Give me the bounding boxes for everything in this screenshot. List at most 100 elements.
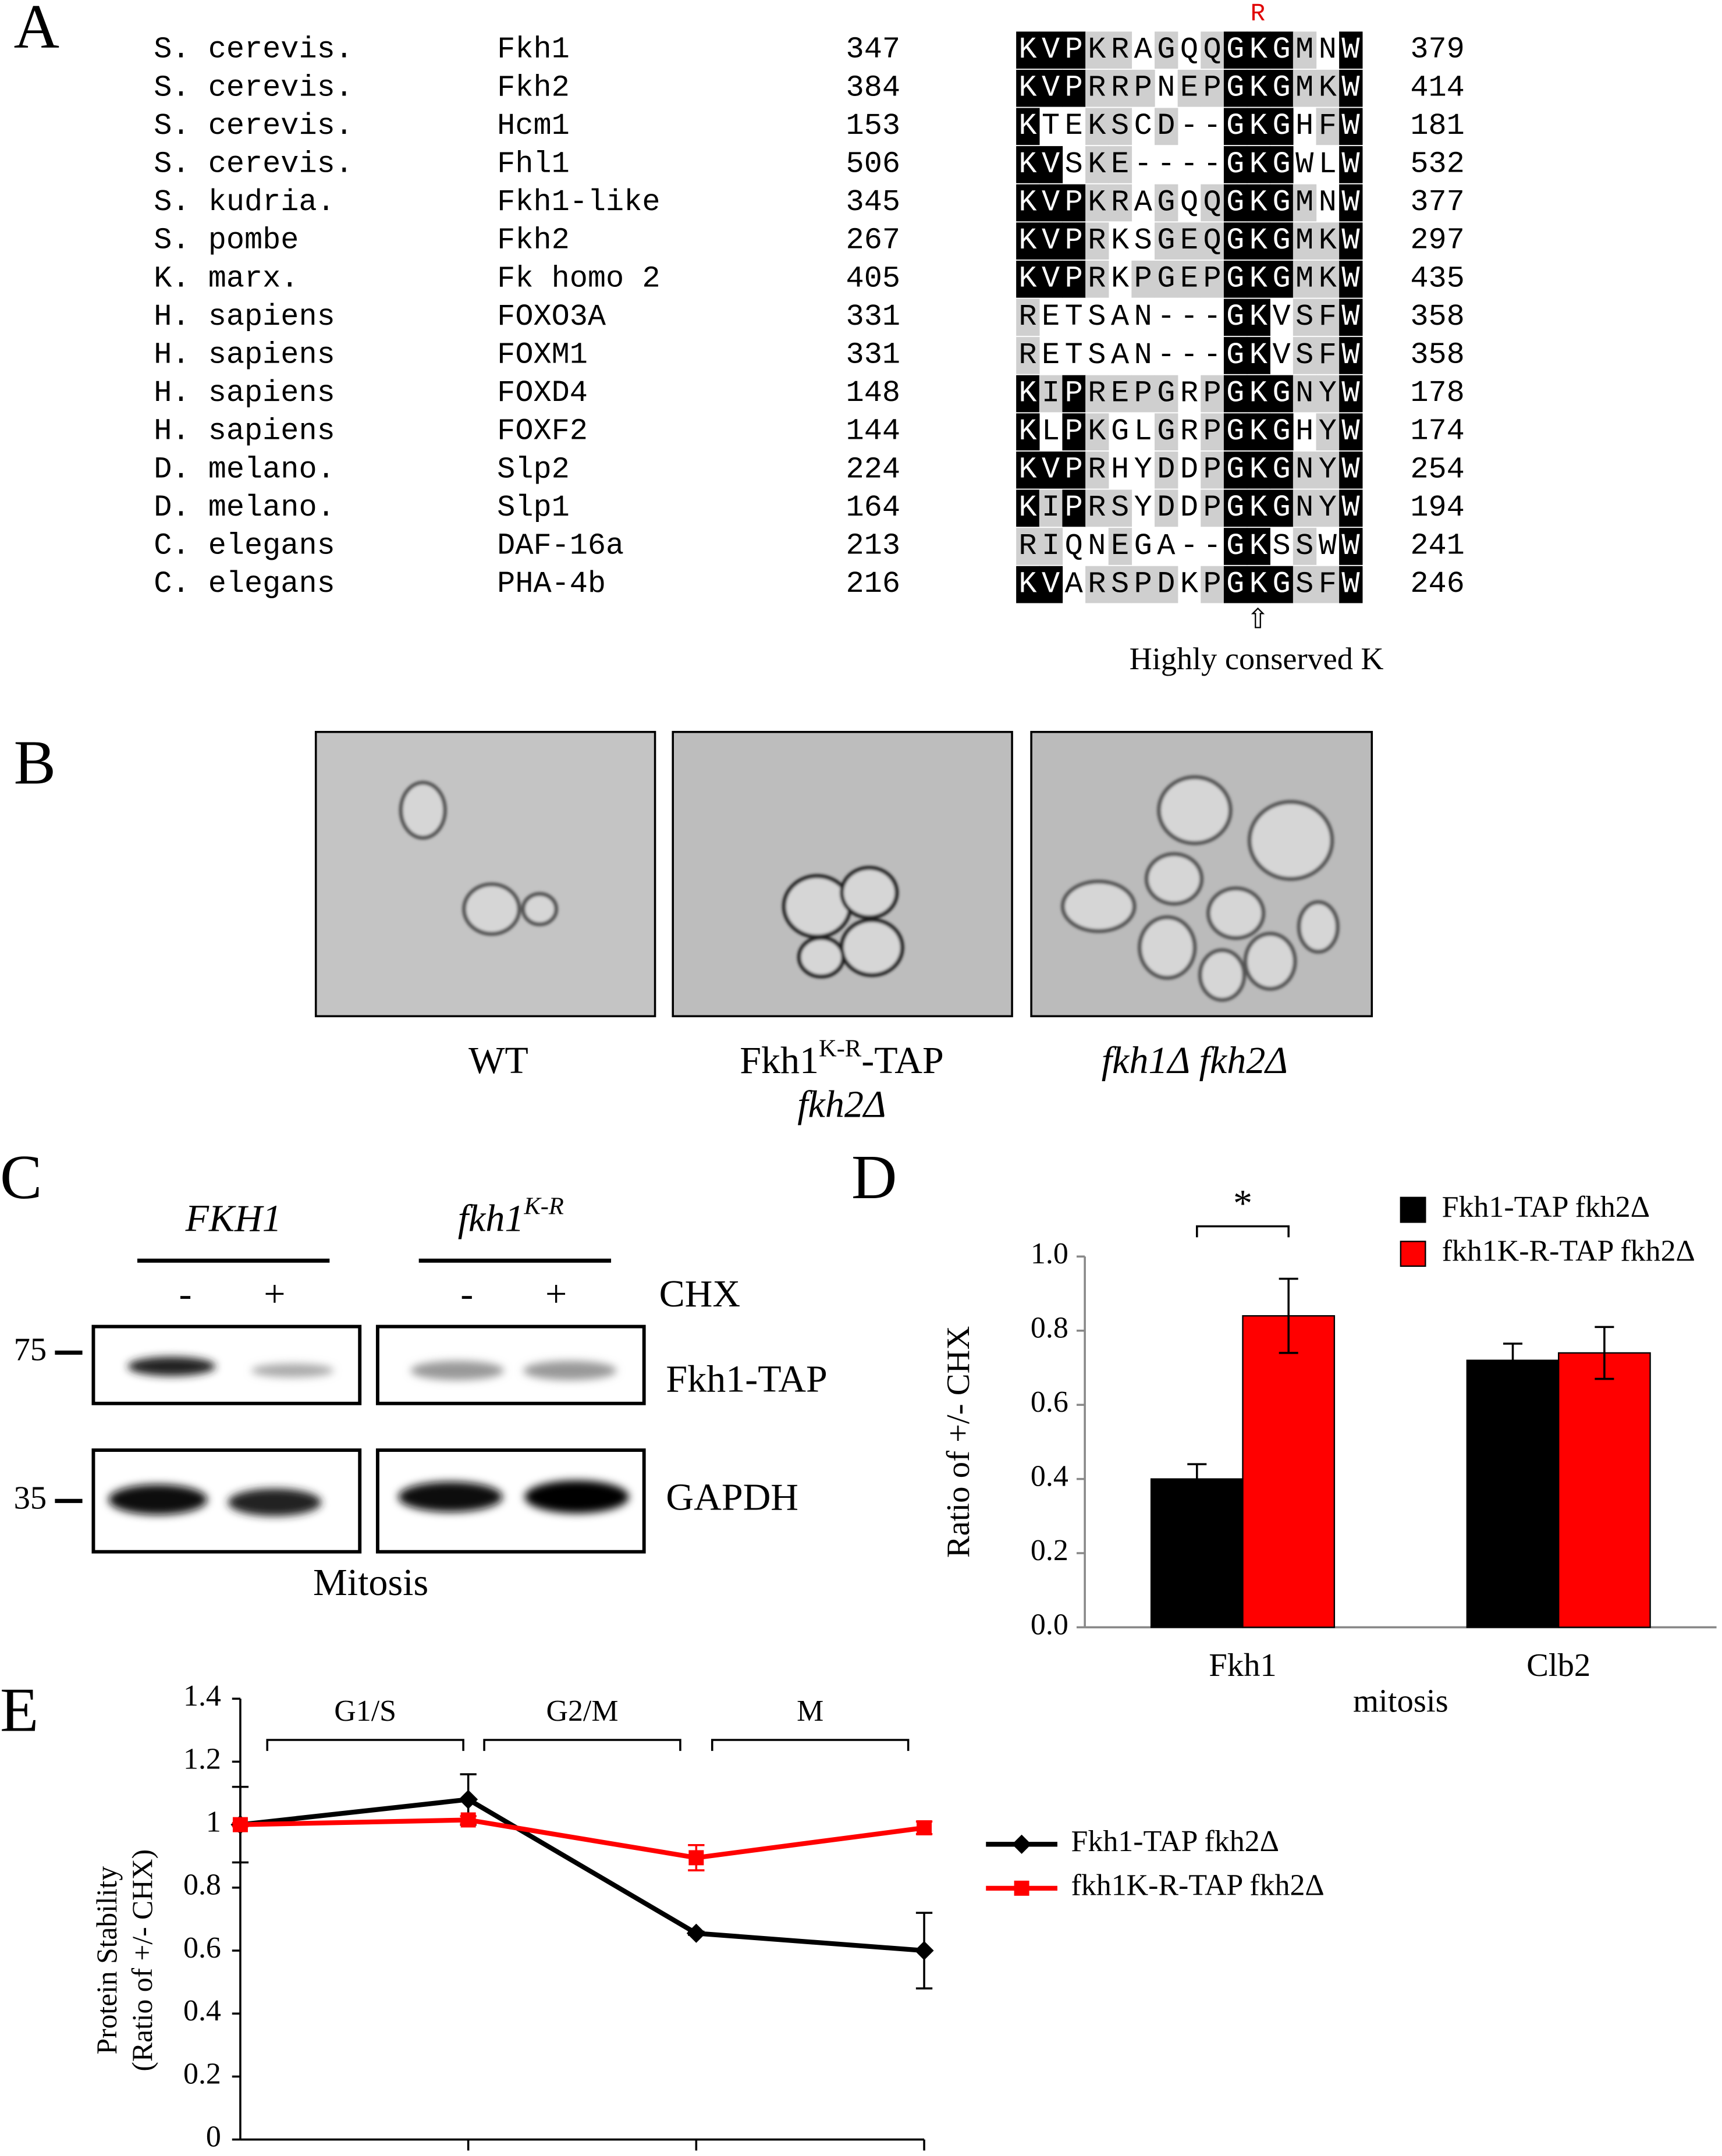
marker xyxy=(917,1820,932,1835)
lane-label: - xyxy=(460,1273,473,1315)
residue-shade xyxy=(1039,528,1063,565)
residue-shade xyxy=(1154,566,1178,603)
cell xyxy=(521,891,559,926)
end: 358 xyxy=(1410,300,1464,334)
label-sup: K-R xyxy=(819,1035,862,1062)
residue-shade xyxy=(1062,184,1086,222)
residue-shade xyxy=(1016,413,1040,451)
image-label: fkh2Δ xyxy=(797,1084,886,1126)
band xyxy=(108,1484,208,1515)
residue-shade xyxy=(1016,337,1040,374)
residue-shade xyxy=(1039,184,1063,222)
x-tick-label: Fkh1 xyxy=(1209,1647,1276,1683)
species: C. elegans xyxy=(154,567,335,601)
residue-shade xyxy=(1293,451,1317,489)
bar xyxy=(1466,1359,1560,1628)
band xyxy=(524,1480,629,1514)
residue-shade xyxy=(1085,108,1109,145)
end: 297 xyxy=(1410,223,1464,258)
species: H. sapiens xyxy=(154,376,335,410)
residue-shade xyxy=(1201,375,1224,413)
residue-shade xyxy=(1293,489,1317,527)
cell xyxy=(797,936,846,979)
residue-shade xyxy=(1339,146,1363,183)
residue-shade xyxy=(1316,69,1340,107)
residue-shade xyxy=(1085,31,1109,69)
y-tick-label: 0.2 xyxy=(1031,1534,1068,1567)
residue-shade xyxy=(1016,528,1040,565)
start: 331 xyxy=(846,338,900,372)
y-tick-label: 0.0 xyxy=(1031,1608,1068,1641)
start: 267 xyxy=(846,223,900,258)
end: 246 xyxy=(1410,567,1464,601)
residue-shade xyxy=(1247,184,1270,222)
residue-shade xyxy=(1108,146,1132,183)
end: 241 xyxy=(1410,529,1464,563)
residue-shade xyxy=(1270,489,1294,527)
residue-shade xyxy=(1085,413,1109,451)
y-tick-label: 0.4 xyxy=(1031,1459,1068,1493)
residue-shade xyxy=(1039,69,1063,107)
residue-shade xyxy=(1154,375,1178,413)
residue-shade xyxy=(1339,489,1363,527)
protein: DAF-16a xyxy=(497,529,624,563)
marker xyxy=(232,1817,248,1832)
protein: Hcm1 xyxy=(497,109,570,143)
residue-shade xyxy=(1154,260,1178,298)
residue-shade xyxy=(1293,184,1317,222)
residue-shade xyxy=(1154,31,1178,69)
band xyxy=(410,1361,504,1380)
residue-shade xyxy=(1293,528,1317,565)
cell xyxy=(1198,948,1247,1002)
residue-shade xyxy=(1062,375,1086,413)
species: S. cerevis. xyxy=(154,109,353,143)
panel-label: C xyxy=(0,1142,42,1212)
start: 213 xyxy=(846,529,900,563)
residue-shade xyxy=(1016,451,1040,489)
residue-shade xyxy=(1293,299,1317,336)
residue-shade xyxy=(1154,108,1178,145)
species: H. sapiens xyxy=(154,414,335,449)
residue-shade xyxy=(1062,69,1086,107)
protein: Fk homo 2 xyxy=(497,261,660,296)
residue-shade xyxy=(1247,413,1270,451)
error-bar xyxy=(1187,1463,1207,1495)
phase-label: G2/M xyxy=(546,1695,618,1728)
start: 216 xyxy=(846,567,900,601)
y-tick-label: 1.4 xyxy=(183,1679,221,1713)
end: 254 xyxy=(1410,452,1464,486)
residue-shade xyxy=(1339,31,1363,69)
cell xyxy=(1137,915,1197,980)
residue-shade xyxy=(1154,184,1178,222)
residue-shade xyxy=(1223,566,1248,603)
band xyxy=(398,1482,503,1512)
error-bar xyxy=(1279,1277,1298,1354)
residue-shade xyxy=(1085,146,1109,183)
x-tick-label: Clb2 xyxy=(1526,1647,1590,1683)
residue-shade xyxy=(1108,489,1132,527)
residue-shade xyxy=(1339,566,1363,603)
residue-shade xyxy=(1247,69,1270,107)
mutation-label: R xyxy=(1251,0,1265,28)
residue-shade xyxy=(1016,69,1040,107)
residue-shade xyxy=(1316,566,1340,603)
residue-shade xyxy=(1085,375,1109,413)
species: S. kudria. xyxy=(154,185,335,219)
residue-shade xyxy=(1223,337,1248,374)
lane-label: + xyxy=(545,1273,567,1315)
residue-shade xyxy=(1154,413,1178,451)
residue-shade xyxy=(1223,146,1248,183)
phase-label: M xyxy=(797,1695,823,1728)
residue-shade xyxy=(1016,108,1040,145)
y-tick-label: 0.8 xyxy=(183,1869,221,1902)
group-label: FKH1 xyxy=(185,1197,282,1239)
species: H. sapiens xyxy=(154,338,335,372)
residue-shade xyxy=(1223,69,1248,107)
band xyxy=(523,1361,617,1380)
residue-shade xyxy=(1223,528,1248,565)
residue-shade xyxy=(1270,31,1294,69)
